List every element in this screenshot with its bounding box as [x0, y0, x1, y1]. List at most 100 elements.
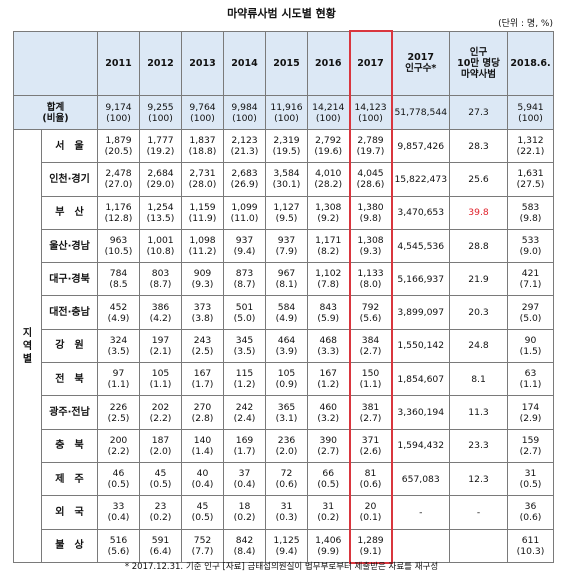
- year-cell: 115 (1.2): [223, 362, 266, 397]
- cell-value: 9,764: [189, 101, 216, 113]
- cell-value: 468: [319, 334, 338, 346]
- header-rate-line: 10만 명당: [457, 57, 500, 69]
- year-cell: 516 (5.6): [97, 528, 140, 564]
- cell-pct: (9.1): [359, 545, 382, 557]
- cell-pct: (100): [232, 112, 257, 124]
- cell-value: 792: [361, 301, 380, 313]
- header-rate-line: 인구: [469, 46, 488, 58]
- year-cell: 937 (9.4): [223, 228, 266, 264]
- year-cell: 1,099 (11.0): [223, 195, 266, 230]
- header-year: 2017: [348, 30, 393, 96]
- total-cell: 9,255 (100): [139, 95, 182, 130]
- year-cell: 150 (1.1): [348, 362, 393, 397]
- region-name: 제 주: [41, 461, 98, 497]
- cell-value: 18: [238, 501, 251, 513]
- year-cell: 45 (0.5): [181, 495, 224, 530]
- cell-value: 803: [151, 268, 170, 280]
- rate-cell: 11.3: [449, 395, 508, 430]
- year-cell: 452 (4.9): [97, 295, 140, 330]
- cell-pct: (9.3): [359, 246, 382, 258]
- cell-pct: (11.9): [188, 212, 217, 224]
- cell-pct: (2.7): [519, 445, 542, 457]
- population-cell: -: [391, 495, 450, 530]
- cell-pct: (7.8): [317, 279, 340, 291]
- cell-value: 2,319: [273, 135, 300, 147]
- year-cell: 792 (5.6): [348, 295, 393, 330]
- cell-pct: (27.0): [104, 179, 133, 191]
- cell-value: 33: [112, 501, 125, 513]
- cell-value: 11,916: [270, 101, 303, 113]
- cell-value: 611: [521, 534, 540, 546]
- cell-pct: (0.3): [275, 512, 298, 524]
- year-cell: 1,777 (19.2): [139, 128, 182, 164]
- region-name: 전 북: [41, 362, 98, 397]
- cell-pct: (10.8): [146, 246, 175, 258]
- region-name: 울산·경남: [41, 228, 98, 264]
- cell-pct: (7.7): [191, 545, 214, 557]
- cell-value: 31: [322, 501, 335, 513]
- cell-pct: (5.6): [107, 545, 130, 557]
- year-cell: 1,098 (11.2): [181, 228, 224, 264]
- cell-value: 1,133: [357, 268, 384, 280]
- year-cell: 187 (2.0): [139, 428, 182, 463]
- population-cell: 1,550,142: [391, 328, 450, 364]
- cell-pct: (3.1): [275, 412, 298, 424]
- rate-cell: 12.3: [449, 461, 508, 497]
- cell-pct: (10.5): [104, 246, 133, 258]
- cell-value: 31: [524, 468, 537, 480]
- year-cell: 371 (2.6): [348, 428, 393, 463]
- population-cell: 657,083: [391, 461, 450, 497]
- year-2018-cell: 421 (7.1): [507, 262, 554, 297]
- year-cell: 45 (0.5): [139, 461, 182, 497]
- cell-value: 197: [151, 334, 170, 346]
- total-row: 합계 (비율) 9,174 (100) 9,255 (100) 9,764 (100)…: [13, 95, 554, 130]
- cell-value: 516: [109, 534, 128, 546]
- year-cell: 37 (0.4): [223, 461, 266, 497]
- year-cell: 40 (0.4): [181, 461, 224, 497]
- cell-pct: (21.3): [230, 146, 259, 158]
- cell-value: 270: [193, 401, 212, 413]
- header-population: 2017 인구수*: [391, 30, 450, 96]
- page-title: 마약류사범 시도별 현황: [227, 7, 336, 20]
- year-2018-cell: 63 (1.1): [507, 362, 554, 397]
- cell-pct: (3.2): [317, 412, 340, 424]
- year-cell: 967 (8.1): [265, 262, 308, 297]
- cell-value: 150: [361, 368, 380, 380]
- year-cell: 937 (7.9): [265, 228, 308, 264]
- year-cell: 81 (0.6): [348, 461, 393, 497]
- rate-cell: 28.3: [449, 128, 508, 164]
- cell-pct: (28.2): [314, 179, 343, 191]
- cell-pct: (19.5): [272, 146, 301, 158]
- cell-value: 243: [193, 334, 212, 346]
- cell-pct: (6.4): [149, 545, 172, 557]
- cell-value: 1,631: [517, 168, 544, 180]
- cell-value: 2,792: [315, 135, 342, 147]
- cell-pct: (7.1): [519, 279, 542, 291]
- population-cell: 5,166,937: [391, 262, 450, 297]
- cell-value: 1,099: [231, 201, 258, 213]
- cell-value: 200: [109, 434, 128, 446]
- year-cell: 2,319 (19.5): [265, 128, 308, 164]
- total-cell: 9,174 (100): [97, 95, 140, 130]
- cell-pct: (1.2): [317, 379, 340, 391]
- year-cell: 3,584 (30.1): [265, 162, 308, 197]
- cell-value: 967: [277, 268, 296, 280]
- cell-pct: (27.5): [516, 179, 545, 191]
- cell-pct: (2.7): [359, 412, 382, 424]
- cell-pct: (2.0): [275, 445, 298, 457]
- unit-label: (단위 : 명, %): [498, 19, 553, 29]
- cell-pct: (11.0): [230, 212, 259, 224]
- year-cell: 226 (2.5): [97, 395, 140, 430]
- cell-pct: (8.7): [233, 279, 256, 291]
- rate-cell: 28.8: [449, 228, 508, 264]
- year-2018-cell: 90 (1.5): [507, 328, 554, 364]
- cell-pct: (7.9): [275, 246, 298, 258]
- year-cell: 72 (0.6): [265, 461, 308, 497]
- total-2018-cell: 5,941 (100): [507, 95, 554, 130]
- year-cell: 1,879 (20.5): [97, 128, 140, 164]
- cell-pct: (9.5): [275, 212, 298, 224]
- header-year: 2013: [181, 30, 224, 96]
- cell-value: 1,127: [273, 201, 300, 213]
- year-cell: 2,789 (19.7): [348, 128, 393, 164]
